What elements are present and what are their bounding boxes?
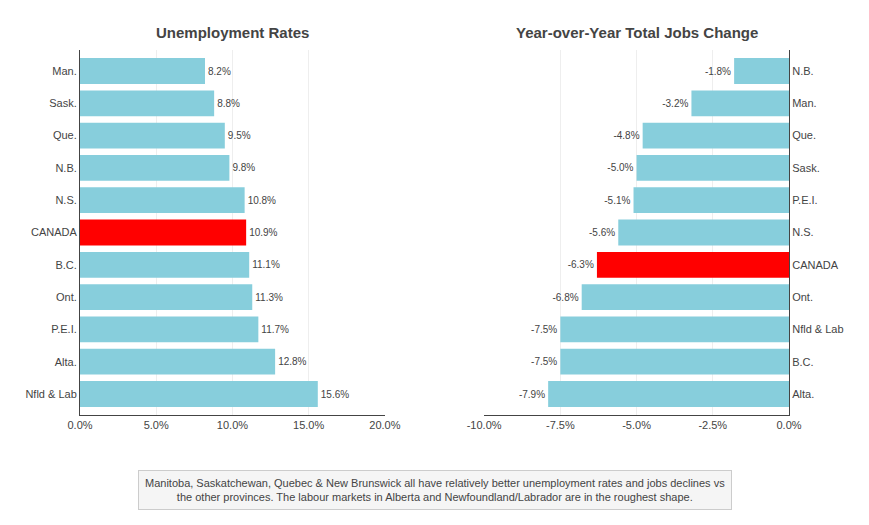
svg-text:12.8%: 12.8% xyxy=(278,356,306,367)
svg-text:B.C.: B.C. xyxy=(55,259,76,271)
svg-text:N.B.: N.B. xyxy=(792,65,813,77)
svg-text:-7.5%: -7.5% xyxy=(531,356,557,367)
svg-text:-7.5%: -7.5% xyxy=(546,419,575,431)
svg-text:Nfld & Lab: Nfld & Lab xyxy=(792,323,843,335)
svg-text:Alta.: Alta. xyxy=(55,356,77,368)
svg-text:Man.: Man. xyxy=(792,97,816,109)
svg-text:-7.5%: -7.5% xyxy=(531,324,557,335)
svg-text:8.2%: 8.2% xyxy=(208,66,231,77)
svg-text:10.0%: 10.0% xyxy=(217,419,248,431)
svg-text:P.E.I.: P.E.I. xyxy=(51,323,76,335)
svg-text:CANADA: CANADA xyxy=(792,259,839,271)
svg-text:Man.: Man. xyxy=(52,65,76,77)
svg-text:20.0%: 20.0% xyxy=(369,419,400,431)
svg-text:-5.1%: -5.1% xyxy=(604,195,630,206)
svg-text:-7.9%: -7.9% xyxy=(519,389,545,400)
svg-text:N.S.: N.S. xyxy=(55,194,76,206)
svg-text:CANADA: CANADA xyxy=(31,226,78,238)
svg-text:Ont.: Ont. xyxy=(792,291,813,303)
svg-text:10.9%: 10.9% xyxy=(249,227,277,238)
svg-text:N.S.: N.S. xyxy=(792,226,813,238)
svg-text:-4.8%: -4.8% xyxy=(613,130,639,141)
svg-text:0.0%: 0.0% xyxy=(67,419,92,431)
svg-text:11.7%: 11.7% xyxy=(261,324,289,335)
svg-text:-5.0%: -5.0% xyxy=(622,419,651,431)
svg-text:9.8%: 9.8% xyxy=(232,162,255,173)
svg-text:Que.: Que. xyxy=(792,129,816,141)
svg-text:Manitoba, Saskatchewan, Quebec: Manitoba, Saskatchewan, Quebec & New Bru… xyxy=(145,477,725,503)
svg-text:Nfld & Lab: Nfld & Lab xyxy=(25,388,76,400)
svg-text:-6.8%: -6.8% xyxy=(552,292,578,303)
svg-text:-5.0%: -5.0% xyxy=(607,162,633,173)
svg-text:Sask.: Sask. xyxy=(49,97,77,109)
svg-text:-6.3%: -6.3% xyxy=(568,259,594,270)
svg-text:11.1%: 11.1% xyxy=(252,259,280,270)
svg-text:9.5%: 9.5% xyxy=(228,130,251,141)
svg-text:Alta.: Alta. xyxy=(792,388,814,400)
svg-text:Sask.: Sask. xyxy=(792,162,820,174)
svg-text:15.6%: 15.6% xyxy=(321,389,349,400)
svg-text:11.3%: 11.3% xyxy=(255,292,283,303)
svg-text:10.8%: 10.8% xyxy=(248,195,276,206)
svg-text:Year-over-Year Total Jobs Chan: Year-over-Year Total Jobs Change xyxy=(516,24,758,41)
svg-text:-10.0%: -10.0% xyxy=(467,419,502,431)
svg-text:N.B.: N.B. xyxy=(55,162,76,174)
svg-text:-5.6%: -5.6% xyxy=(589,227,615,238)
svg-text:0.0%: 0.0% xyxy=(776,419,801,431)
svg-text:Ont.: Ont. xyxy=(56,291,77,303)
svg-text:B.C.: B.C. xyxy=(792,356,813,368)
svg-text:-2.5%: -2.5% xyxy=(698,419,727,431)
svg-text:-1.8%: -1.8% xyxy=(705,66,731,77)
svg-text:8.8%: 8.8% xyxy=(217,98,240,109)
svg-text:15.0%: 15.0% xyxy=(293,419,324,431)
svg-text:P.E.I.: P.E.I. xyxy=(792,194,817,206)
svg-text:-3.2%: -3.2% xyxy=(662,98,688,109)
svg-text:5.0%: 5.0% xyxy=(144,419,169,431)
svg-text:Unemployment Rates: Unemployment Rates xyxy=(156,24,309,41)
svg-text:Que.: Que. xyxy=(53,129,77,141)
